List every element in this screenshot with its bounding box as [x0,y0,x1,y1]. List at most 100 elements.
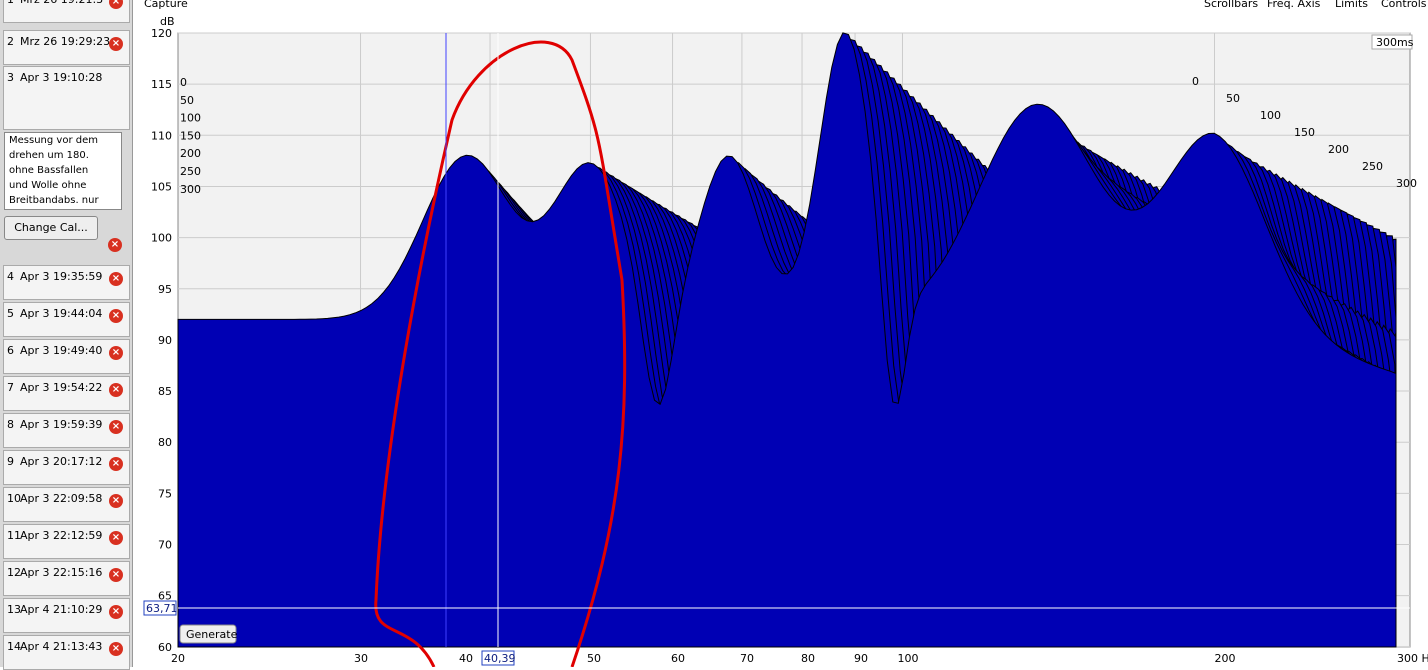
close-button[interactable]: × [109,642,123,656]
close-button[interactable]: × [109,309,123,323]
measurement-item[interactable]: 12 Apr 3 22:15:16 × [3,561,130,596]
y-tick-label: 85 [158,385,172,398]
y-tick-label: 60 [158,641,172,654]
time-tick-right: 200 [1328,143,1349,156]
x-tick-label: 80 [801,652,815,665]
note-line: Messung vor dem [9,135,98,146]
close-button[interactable]: × [109,568,123,582]
time-tick-left: 300 [180,183,201,196]
close-button[interactable]: × [109,420,123,434]
measurement-label: Apr 3 19:10:28 [20,71,103,84]
measurement-item[interactable]: 7 Apr 3 19:54:22 × [3,376,130,411]
measurement-item[interactable]: 2 Mrz 26 19:29:23 × [3,30,130,65]
capture-label[interactable]: Capture [144,0,188,10]
measurement-item[interactable]: 14 Apr 4 21:13:43 × [3,635,130,670]
note-line: drehen um 180. [9,150,89,161]
measurement-label: Apr 3 22:12:59 [20,529,103,542]
measurement-item[interactable]: 10 Apr 3 22:09:58 × [3,487,130,522]
time-tick-left: 150 [180,129,201,142]
close-button[interactable]: × [108,238,122,252]
close-button[interactable]: × [109,346,123,360]
measurement-note: Messung vor dem drehen um 180. ohne Bassfa… [4,132,122,210]
x-tick-label: 100 [898,652,919,665]
cursor-y-box [143,600,177,616]
close-button[interactable]: × [109,605,123,619]
measurement-label: Apr 3 19:54:22 [20,381,103,394]
time-tick-left: 250 [180,165,201,178]
time-tick-left: 50 [180,94,194,107]
y-tick-label: 115 [151,78,172,91]
measurement-number: 14 [7,640,21,653]
close-button[interactable]: × [109,0,123,9]
close-button[interactable]: × [109,494,123,508]
y-tick-label: 70 [158,539,172,552]
measurement-number: 1 [7,0,14,6]
y-tick-label: 95 [158,283,172,296]
x-tick-label: 60 [671,652,685,665]
y-tick-label: 90 [158,334,172,347]
measurement-label: Apr 4 21:13:43 [20,640,103,653]
x-tick-label: 90 [854,652,868,665]
measurement-label: Apr 3 19:59:39 [20,418,103,431]
time-tick-left: 0 [180,76,187,89]
measurement-label: Mrz 26 19:29:23 [20,35,111,48]
measurement-label: Apr 3 19:49:40 [20,344,103,357]
x-tick-label: 20 [171,652,185,665]
time-label: 300ms [1376,36,1414,49]
change-cal-button[interactable]: Change Cal... [4,216,98,240]
y-unit: dB [160,15,175,28]
measurement-number: 9 [7,455,14,468]
y-tick-label: 110 [151,129,172,142]
x-tick-label: 200 [1215,652,1236,665]
measurement-label: Apr 4 21:10:29 [20,603,103,616]
y-tick-label: 100 [151,232,172,245]
measurement-label: Apr 3 19:35:59 [20,270,103,283]
measurement-item[interactable]: 5 Apr 3 19:44:04 × [3,302,130,337]
x-tick-label: 70 [740,652,754,665]
measurement-number: 7 [7,381,14,394]
top-control[interactable]: Controls [1381,0,1427,10]
measurement-item[interactable]: 4 Apr 3 19:35:59 × [3,265,130,300]
top-control[interactable]: Freq. Axis [1267,0,1321,10]
close-button[interactable]: × [109,383,123,397]
time-tick-left: 200 [180,147,201,160]
generate-label[interactable]: Generate [186,628,238,641]
red-annotation [374,40,627,667]
time-tick-right: 300 [1396,177,1417,190]
measurement-number: 13 [7,603,21,616]
x-tick-label: 300 Hz [1397,652,1428,665]
top-control[interactable]: Limits [1335,0,1368,10]
measurement-label: Apr 3 22:15:16 [20,566,103,579]
x-tick-label: 30 [354,652,368,665]
measurement-label: Apr 3 19:44:04 [20,307,103,320]
measurement-number: 4 [7,270,14,283]
measurement-label: Apr 3 20:17:12 [20,455,103,468]
close-button[interactable]: × [109,272,123,286]
measurement-number: 12 [7,566,21,579]
measurement-number: 2 [7,35,14,48]
cursor-y-value: 63,71 [146,602,178,615]
generate-button[interactable] [179,624,237,644]
top-control[interactable]: Scrollbars [1204,0,1259,10]
measurement-item[interactable]: 6 Apr 3 19:49:40 × [3,339,130,374]
time-tick-right: 50 [1226,92,1240,105]
measurement-item[interactable]: 9 Apr 3 20:17:12 × [3,450,130,485]
measurement-item[interactable]: 11 Apr 3 22:12:59 × [3,524,130,559]
close-button[interactable]: × [109,457,123,471]
measurement-number: 6 [7,344,14,357]
measurement-item[interactable]: 3 Apr 3 19:10:28 [3,66,130,130]
time-tick-right: 100 [1260,109,1281,122]
measurement-number: 3 [7,71,14,84]
measurement-item[interactable]: 8 Apr 3 19:59:39 × [3,413,130,448]
measurement-number: 11 [7,529,21,542]
close-button[interactable]: × [109,37,123,51]
measurement-item[interactable]: 13 Apr 4 21:10:29 × [3,598,130,633]
close-button[interactable]: × [109,531,123,545]
measurement-item[interactable]: 1 Mrz 26 19:21:3 × [3,0,130,23]
time-tick-right: 150 [1294,126,1315,139]
y-tick-label: 120 [151,27,172,40]
x-tick-label: 50 [587,652,601,665]
time-tick-right: 250 [1362,160,1383,173]
